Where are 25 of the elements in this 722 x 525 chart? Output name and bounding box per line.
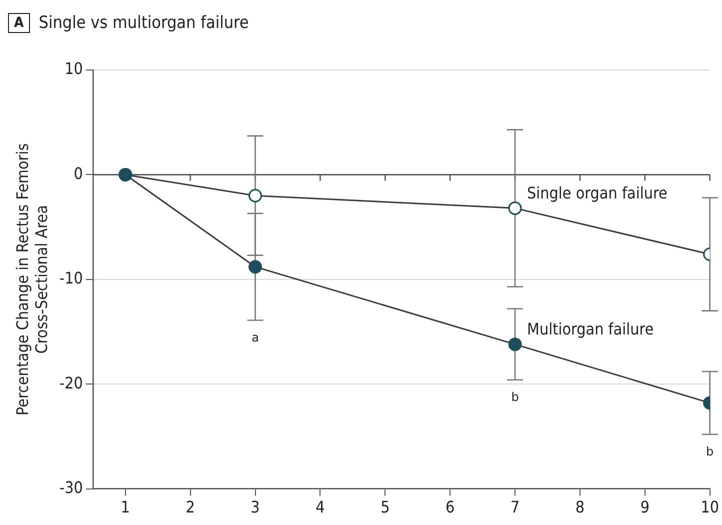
x-tick-label: 9 [640,498,650,517]
series-label: Single organ failure [527,183,668,202]
point [248,260,262,274]
annotation: a [252,330,259,344]
x-tick-label: 5 [380,498,390,517]
y-axis-title: Percentage Change in Rectus Femoris Cross-Sectional Area [12,143,51,416]
x-tick-label: 8 [575,498,585,517]
y-tick-label: -10 [59,268,83,288]
x-tick-label: 2 [186,498,195,517]
annotation: b [511,390,519,404]
y-tick-label: 0 [74,164,83,183]
series-label: Multiorgan failure [527,319,654,338]
y-tick-label: -30 [59,478,83,497]
y-tick-label: -20 [59,373,83,392]
text: A [8,13,30,33]
x-tick-label: 4 [316,498,325,517]
x-tick-label: 6 [446,498,455,517]
annotation: b [706,444,714,458]
x-tick-label: 1 [120,498,130,517]
chart-title: Single vs multiorgan failure [38,13,249,33]
y-tick-label: 10 [64,59,83,78]
x-tick-label: 3 [250,498,260,517]
point [248,188,262,202]
x-tick-label: 7 [510,498,520,517]
x-tick-label: 10 [700,498,719,517]
